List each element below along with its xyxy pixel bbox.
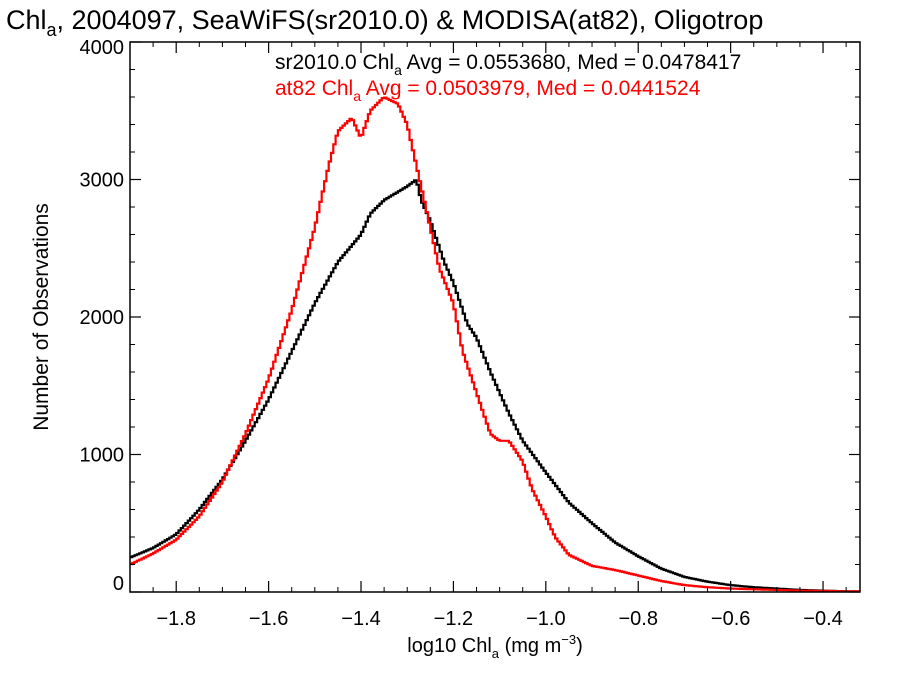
legend-at82-rest: Avg = 0.0503979, Med = 0.0441524	[361, 77, 701, 100]
xlabel-end: )	[576, 635, 583, 657]
y-tick-label: 1000	[80, 445, 125, 467]
legend-sr2010-prefix: sr2010.0 Chl	[275, 51, 394, 74]
x-tick-label: −1.0	[526, 608, 565, 630]
x-tick-label: −0.6	[711, 608, 750, 630]
title-subscript: a	[47, 20, 58, 40]
y-tick-label: 2000	[80, 307, 125, 329]
title-rest: , 2004097, SeaWiFS(sr2010.0) & MODISA(at…	[57, 5, 764, 35]
legend-sr2010: sr2010.0 Chla Avg = 0.0553680, Med = 0.0…	[275, 51, 741, 78]
xlabel-mid: (mg m	[499, 635, 561, 657]
y-tick-label: 3000	[80, 170, 125, 192]
plot-frame	[129, 41, 861, 593]
x-tick-label: −0.4	[803, 608, 842, 630]
axes: −1.8 −1.6 −1.4 −1.2 −1.0 −0.8 −0.6 −0.4 0 1000 200…	[80, 37, 860, 630]
series-line-at82	[130, 96, 860, 593]
x-tick-label: −1.4	[341, 608, 380, 630]
x-tick-label: −1.2	[434, 608, 473, 630]
x-axis-label: log10 Chla (mg m−3)	[407, 632, 582, 661]
plot-lines	[130, 96, 860, 593]
legend-at82: at82 Chla Avg = 0.0503979, Med = 0.04415…	[275, 77, 701, 104]
x-tick-label: −1.6	[249, 608, 288, 630]
x-tick-label: −1.8	[156, 608, 195, 630]
xlabel-sub: a	[492, 646, 500, 661]
y-axis-label: Number of Observations	[30, 203, 53, 431]
legend-at82-sub: a	[353, 88, 361, 104]
xlabel-sup: −3	[561, 632, 576, 647]
legend-sr2010-sub: a	[394, 62, 402, 78]
y-tick-label: 4000	[80, 37, 125, 59]
y-tick-label: 0	[113, 573, 124, 595]
x-tick-label: −0.8	[618, 608, 657, 630]
legend-sr2010-rest: Avg = 0.0553680, Med = 0.0478417	[402, 51, 741, 74]
series-line-sr2010.0	[130, 179, 860, 593]
chart-title: Chla, 2004097, SeaWiFS(sr2010.0) & MODIS…	[6, 5, 763, 40]
xlabel-prefix: log10 Chl	[407, 635, 492, 657]
title-prefix: Chl	[6, 5, 47, 35]
legend-at82-prefix: at82 Chl	[275, 77, 353, 100]
